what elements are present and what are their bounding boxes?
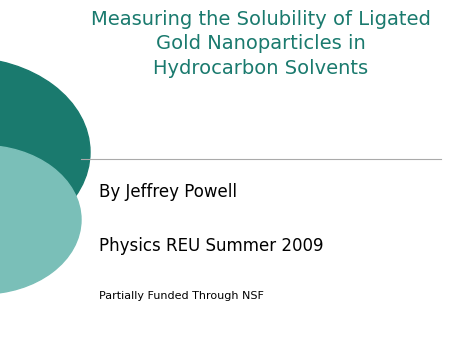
- Circle shape: [0, 57, 90, 247]
- Text: Measuring the Solubility of Ligated
Gold Nanoparticles in
Hydrocarbon Solvents: Measuring the Solubility of Ligated Gold…: [91, 10, 431, 78]
- Text: Partially Funded Through NSF: Partially Funded Through NSF: [99, 291, 264, 301]
- Text: By Jeffrey Powell: By Jeffrey Powell: [99, 183, 237, 200]
- Circle shape: [0, 145, 81, 294]
- Text: Physics REU Summer 2009: Physics REU Summer 2009: [99, 237, 324, 255]
